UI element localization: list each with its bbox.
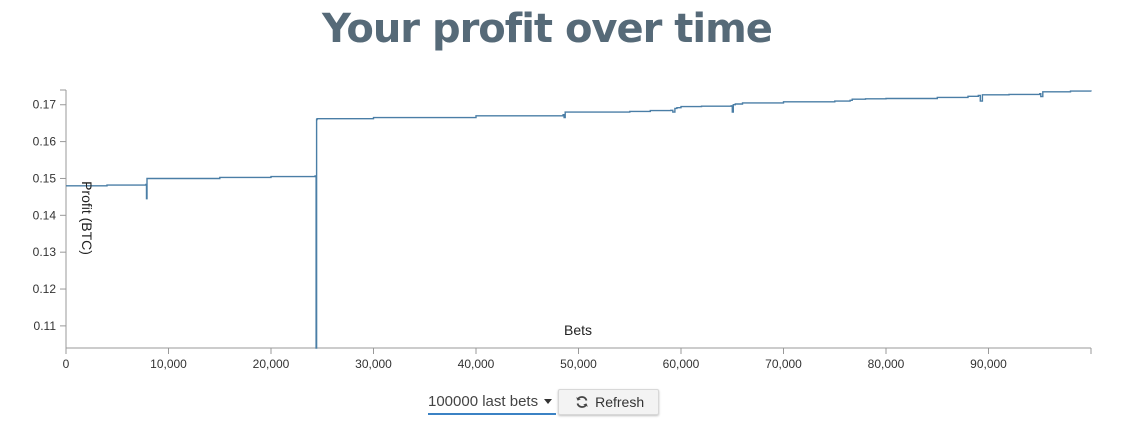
x-tick-label: 60,000: [663, 357, 700, 371]
x-tick-label: 10,000: [150, 357, 187, 371]
x-axis-label: Bets: [564, 322, 592, 338]
x-tick-label: 90,000: [970, 357, 1007, 371]
refresh-icon: [576, 396, 588, 408]
page-title: Your profit over time: [322, 6, 773, 52]
y-tick-label: 0.17: [33, 98, 57, 112]
y-axis-label: Profit (BTC): [79, 181, 95, 255]
range-select-value: 100000 last bets: [428, 392, 539, 410]
y-tick-label: 0.16: [33, 135, 57, 149]
caret-down-icon: [544, 398, 553, 404]
y-tick-label: 0.15: [33, 171, 57, 185]
series-line: [66, 90, 1092, 349]
x-tick-label: 30,000: [355, 357, 392, 371]
refresh-button[interactable]: Refresh: [558, 389, 660, 415]
range-select[interactable]: 100000 last bets: [428, 389, 557, 415]
x-tick-label: 40,000: [458, 357, 495, 371]
x-tick-label: 20,000: [253, 357, 290, 371]
y-tick-label: 0.11: [34, 319, 57, 333]
y-tick-label: 0.14: [33, 208, 57, 222]
x-tick-label: 0: [63, 357, 70, 371]
series-layer: [66, 90, 1092, 349]
y-tick-label: 0.13: [33, 245, 57, 259]
y-tick-label: 0.12: [33, 282, 57, 296]
x-tick-label: 50,000: [560, 357, 597, 371]
profit-chart: 0.11 0.12 0.13 0.14 0.15 0.16 0.17 0 10,000 20,0…: [33, 89, 1092, 371]
x-tick-label: 80,000: [868, 357, 905, 371]
y-axis: 0.11 0.12 0.13 0.14 0.15 0.16 0.17: [33, 89, 67, 348]
x-tick-label: 70,000: [765, 357, 802, 371]
refresh-label: Refresh: [595, 394, 645, 410]
chart-controls: 100000 last bets Refresh: [428, 389, 660, 415]
x-axis: 0 10,000 20,000 30,000 40,000 50,000 60,000 70,…: [63, 347, 1092, 371]
